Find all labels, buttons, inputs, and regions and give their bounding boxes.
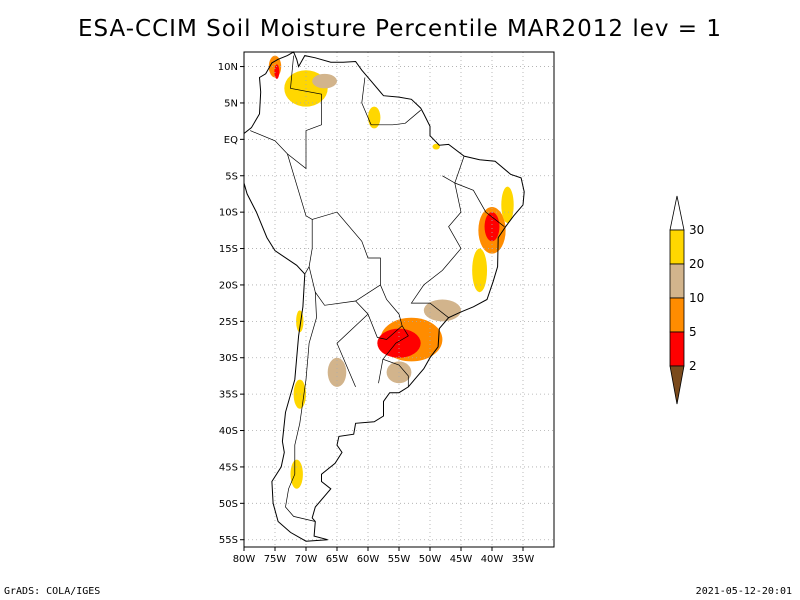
map-title: ESA-CCIM Soil Moisture Percentile MAR201…: [77, 16, 723, 42]
grid-lines: [243, 52, 554, 547]
lon-tick-label: 75W: [264, 554, 287, 565]
lon-tick-label: 80W: [233, 554, 256, 565]
border-line: [287, 153, 313, 275]
colorbar-label: 20: [689, 257, 704, 271]
south-america-outline: [243, 51, 525, 542]
lat-tick-label: 45S: [219, 462, 238, 473]
anomaly-amazon-east: [432, 143, 440, 150]
colorbar-segment: [669, 297, 685, 333]
lat-tick-label: 55S: [219, 535, 238, 546]
anomaly-northeast-coast: [501, 186, 514, 224]
anomaly-patagonia: [290, 459, 303, 489]
footer-credit: GrADS: COLA/IGES: [4, 586, 101, 597]
anomaly-venezuela-tan: [312, 73, 337, 89]
border-line: [361, 77, 421, 126]
lat-tick-label: 5N: [224, 98, 238, 109]
border-line: [378, 359, 384, 384]
lat-tick-label: 10N: [218, 62, 238, 73]
lon-tick-label: 70W: [295, 554, 318, 565]
colorbar-segment: [669, 229, 685, 265]
colorbar-label: 2: [689, 359, 697, 373]
anomaly-colombia-core: [274, 64, 280, 79]
anomaly-southeast-coast: [472, 248, 488, 293]
lon-tick-label: 55W: [388, 554, 411, 565]
border-line: [410, 175, 462, 318]
lat-tick-label: 20S: [219, 280, 238, 291]
colorbar-label: 30: [689, 223, 704, 237]
axis-ticks: 10N 5N EQ 5S 10S 15S 20S 25S 30S 35S 40S 45S 50S 55S 8…: [218, 62, 535, 565]
colorbar-label: 5: [689, 325, 697, 339]
lat-tick-label: 40S: [219, 426, 238, 437]
lat-tick-label: 50S: [219, 499, 238, 510]
lon-tick-label: 60W: [357, 554, 380, 565]
lat-tick-label: 5S: [225, 171, 238, 182]
border-line: [250, 55, 322, 170]
lat-tick-label: 35S: [219, 390, 238, 401]
lat-tick-label: 10S: [219, 208, 238, 219]
border-line: [308, 211, 381, 306]
lat-tick-label: 30S: [219, 353, 238, 364]
anomaly-parana-core: [377, 328, 421, 358]
lon-tick-label: 50W: [419, 554, 442, 565]
country-borders: [250, 55, 505, 522]
lat-tick-label: EQ: [224, 135, 238, 146]
footer-timestamp: 2021-05-12-20:01: [695, 586, 792, 597]
colorbar-bottom-arrow: [669, 365, 685, 405]
lon-tick-label: 35W: [512, 554, 535, 565]
border-line: [336, 313, 369, 388]
colorbar-top-arrow: [669, 195, 685, 231]
colorbar: 2 5 10 20 30: [669, 195, 704, 405]
lat-tick-label: 25S: [219, 317, 238, 328]
colorbar-segment: [669, 263, 685, 299]
border-line: [355, 284, 403, 340]
lon-tick-label: 40W: [481, 554, 504, 565]
anomaly-guyana: [368, 106, 381, 129]
border-line: [454, 155, 505, 227]
lat-tick-label: 15S: [219, 244, 238, 255]
border-line: [285, 292, 317, 522]
colorbar-label: 10: [689, 291, 704, 305]
lon-tick-label: 45W: [450, 554, 473, 565]
anomaly-bahia-core: [484, 212, 500, 242]
lon-tick-label: 65W: [326, 554, 349, 565]
colorbar-segment: [669, 331, 685, 367]
